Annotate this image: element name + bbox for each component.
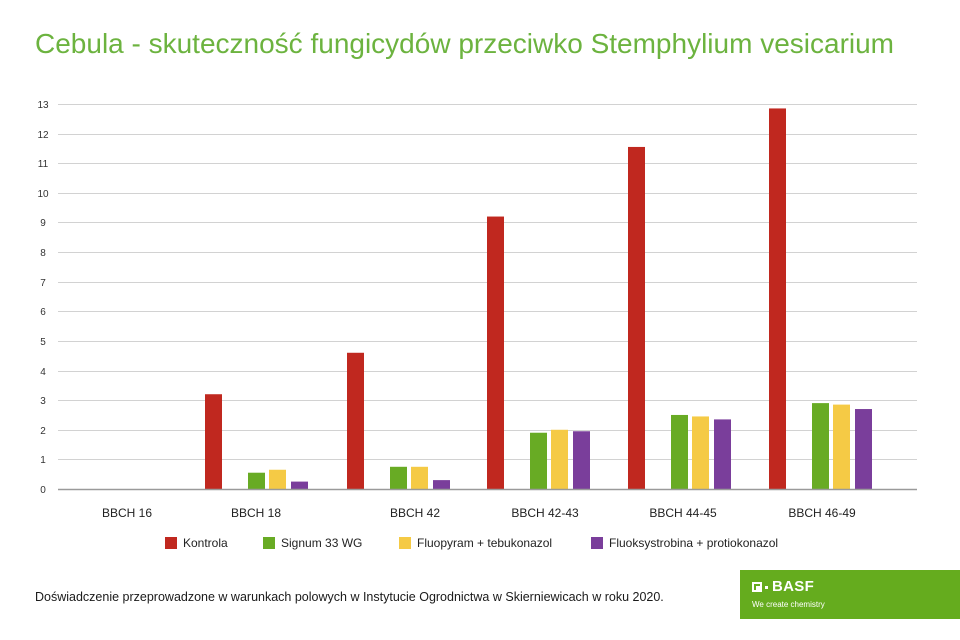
bar-kontrola-bbch-18 bbox=[205, 394, 222, 489]
bar-fluopyram-tebukonazol-bbch-18 bbox=[269, 469, 286, 489]
bar-kontrola-bbch-42 bbox=[347, 352, 364, 489]
bar-fluoksystrobina-protiokonazol-bbch-42 bbox=[433, 480, 450, 489]
legend-item-kontrola: Kontrola bbox=[165, 536, 228, 550]
legend-label-signum: Signum 33 WG bbox=[281, 536, 363, 550]
bar-fluoksystrobina-protiokonazol-bbch-46-49 bbox=[855, 409, 872, 489]
x-tick-label-bbch-42-43: BBCH 42-43 bbox=[511, 506, 579, 520]
legend-item-fluoksystrobina: Fluoksystrobina + protiokonazol bbox=[591, 536, 778, 550]
y-tick-label-2: 2 bbox=[40, 426, 46, 437]
y-tick-label-12: 12 bbox=[37, 130, 49, 141]
bar-kontrola-bbch-46-49 bbox=[769, 108, 786, 489]
chart-title: Cebula - skuteczność fungicydów przeciwk… bbox=[35, 28, 895, 59]
bar-signum-33-wg-bbch-46-49 bbox=[812, 403, 829, 489]
logo-brand: BASF bbox=[772, 578, 815, 595]
logo-square-icon bbox=[752, 582, 762, 592]
logo-dot-icon bbox=[765, 585, 768, 589]
logo-mark: BASF bbox=[752, 579, 814, 595]
y-tick-label-1: 1 bbox=[40, 455, 46, 466]
legend-swatch-fluoksystrobina bbox=[591, 537, 603, 549]
legend-swatch-kontrola bbox=[165, 537, 177, 549]
x-tick-label-bbch-46-49: BBCH 46-49 bbox=[788, 506, 856, 520]
legend-swatch-fluopyram bbox=[399, 537, 411, 549]
bars bbox=[205, 108, 872, 490]
bar-fluoksystrobina-protiokonazol-bbch-44-45 bbox=[714, 419, 731, 489]
y-tick-label-4: 4 bbox=[40, 367, 46, 378]
legend-item-fluopyram: Fluopyram + tebukonazol bbox=[399, 536, 552, 550]
x-tick-label-bbch-18: BBCH 18 bbox=[231, 506, 281, 520]
legend-label-kontrola: Kontrola bbox=[183, 536, 228, 550]
legend-item-signum: Signum 33 WG bbox=[263, 536, 362, 550]
logo-tagline: We create chemistry bbox=[752, 600, 825, 609]
bar-signum-33-wg-bbch-42 bbox=[390, 466, 407, 489]
bar-fluopyram-tebukonazol-bbch-42-43 bbox=[551, 429, 568, 489]
y-tick-label-8: 8 bbox=[40, 248, 46, 259]
y-tick-label-0: 0 bbox=[40, 485, 46, 496]
x-axis-labels: BBCH 16 BBCH 18 BBCH 42 BBCH 42-43 BBCH 44-4… bbox=[102, 506, 856, 520]
x-tick-label-bbch-42: BBCH 42 bbox=[390, 506, 440, 520]
bar-fluopyram-tebukonazol-bbch-42 bbox=[411, 466, 428, 489]
y-tick-label-7: 7 bbox=[40, 278, 46, 289]
y-tick-label-13: 13 bbox=[37, 100, 49, 111]
bar-signum-33-wg-bbch-42-43 bbox=[530, 432, 547, 489]
bar-kontrola-bbch-42-43 bbox=[487, 216, 504, 490]
basf-logo: BASF We create chemistry bbox=[740, 570, 960, 619]
footer-note: Doświadczenie przeprowadzone w warunkach… bbox=[35, 590, 664, 604]
bar-kontrola-bbch-44-45 bbox=[628, 146, 645, 489]
bar-signum-33-wg-bbch-44-45 bbox=[671, 414, 688, 489]
y-tick-label-5: 5 bbox=[40, 337, 46, 348]
bar-signum-33-wg-bbch-18 bbox=[248, 472, 265, 489]
bar-fluoksystrobina-protiokonazol-bbch-42-43 bbox=[573, 431, 590, 489]
bar-fluopyram-tebukonazol-bbch-44-45 bbox=[692, 416, 709, 489]
x-tick-label-bbch-44-45: BBCH 44-45 bbox=[649, 506, 717, 520]
legend-label-fluoksystrobina: Fluoksystrobina + protiokonazol bbox=[609, 536, 779, 550]
y-tick-label-11: 11 bbox=[38, 159, 49, 170]
y-tick-label-9: 9 bbox=[40, 218, 46, 229]
legend-label-fluopyram: Fluopyram + tebukonazol bbox=[417, 536, 553, 550]
y-tick-label-3: 3 bbox=[40, 396, 46, 407]
legend-swatch-signum bbox=[263, 537, 275, 549]
y-tick-label-6: 6 bbox=[40, 307, 46, 318]
x-tick-label-bbch-16: BBCH 16 bbox=[102, 506, 152, 520]
bar-fluoksystrobina-protiokonazol-bbch-18 bbox=[291, 481, 308, 489]
bar-fluopyram-tebukonazol-bbch-46-49 bbox=[833, 404, 850, 489]
y-tick-label-10: 10 bbox=[37, 189, 49, 200]
